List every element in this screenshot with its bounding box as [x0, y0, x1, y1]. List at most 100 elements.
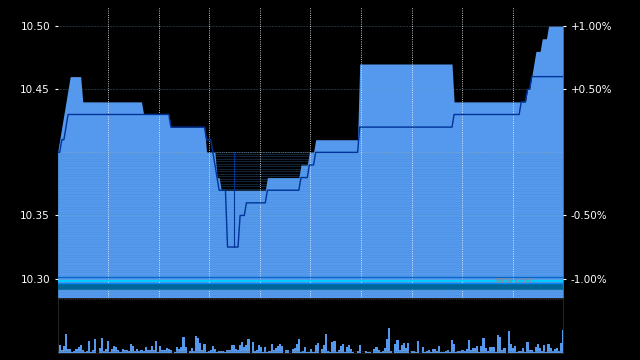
- Bar: [63, 346, 65, 353]
- Bar: [484, 348, 486, 353]
- Bar: [88, 341, 90, 353]
- Bar: [115, 347, 117, 353]
- Bar: [401, 346, 403, 353]
- Bar: [461, 350, 463, 353]
- Bar: [476, 346, 478, 353]
- Bar: [285, 350, 287, 353]
- Bar: [153, 350, 155, 353]
- Bar: [403, 343, 405, 353]
- Bar: [380, 352, 381, 353]
- Bar: [212, 346, 214, 353]
- Bar: [411, 351, 413, 353]
- Bar: [241, 342, 243, 353]
- Bar: [308, 351, 310, 353]
- Bar: [472, 347, 474, 353]
- Bar: [168, 349, 170, 353]
- Bar: [497, 335, 499, 353]
- Bar: [71, 352, 74, 353]
- Bar: [356, 351, 358, 353]
- Bar: [424, 352, 426, 353]
- Bar: [298, 339, 300, 353]
- Bar: [277, 346, 279, 353]
- Bar: [378, 350, 380, 353]
- Bar: [457, 351, 460, 353]
- Bar: [210, 350, 212, 353]
- Bar: [90, 352, 92, 353]
- Bar: [180, 347, 182, 353]
- Bar: [147, 351, 149, 353]
- Bar: [532, 352, 535, 353]
- Bar: [128, 351, 130, 353]
- Bar: [204, 344, 205, 353]
- Bar: [365, 351, 367, 353]
- Bar: [376, 347, 378, 353]
- Bar: [56, 352, 59, 353]
- Bar: [315, 345, 317, 353]
- Bar: [350, 349, 353, 353]
- Bar: [445, 351, 447, 353]
- Bar: [317, 343, 319, 353]
- Bar: [440, 352, 443, 353]
- Bar: [182, 337, 184, 353]
- Bar: [468, 340, 470, 353]
- Bar: [227, 350, 228, 353]
- Bar: [86, 351, 88, 353]
- Bar: [470, 350, 472, 353]
- Bar: [120, 352, 122, 353]
- Bar: [330, 352, 332, 353]
- Bar: [170, 350, 172, 353]
- Bar: [348, 345, 350, 353]
- Bar: [560, 343, 562, 353]
- Bar: [275, 348, 277, 353]
- Bar: [514, 346, 516, 353]
- Bar: [396, 340, 399, 353]
- Bar: [107, 341, 109, 353]
- Bar: [281, 346, 283, 353]
- Bar: [294, 348, 296, 353]
- Bar: [193, 351, 195, 353]
- Bar: [335, 352, 338, 353]
- Bar: [138, 351, 140, 353]
- Bar: [545, 352, 547, 353]
- Bar: [189, 351, 191, 353]
- Bar: [310, 348, 312, 353]
- Bar: [346, 347, 348, 353]
- Bar: [436, 351, 438, 353]
- Bar: [69, 349, 71, 353]
- Bar: [535, 347, 537, 353]
- Bar: [323, 345, 325, 353]
- Bar: [159, 346, 161, 353]
- Bar: [388, 328, 390, 353]
- Bar: [312, 352, 315, 353]
- Bar: [157, 352, 159, 353]
- Bar: [417, 341, 419, 353]
- Bar: [332, 342, 333, 353]
- Bar: [443, 352, 445, 353]
- Bar: [558, 351, 560, 353]
- Bar: [130, 344, 132, 353]
- Bar: [76, 349, 77, 353]
- Bar: [554, 349, 556, 353]
- Bar: [67, 349, 69, 353]
- Text: sina.com: sina.com: [495, 276, 536, 285]
- Bar: [463, 351, 466, 353]
- Bar: [531, 350, 532, 353]
- Bar: [342, 343, 344, 353]
- Bar: [302, 351, 304, 353]
- Bar: [145, 347, 147, 353]
- Bar: [230, 345, 233, 353]
- Bar: [197, 338, 199, 353]
- Bar: [268, 351, 271, 353]
- Bar: [556, 348, 558, 353]
- Bar: [239, 345, 241, 353]
- Bar: [271, 345, 273, 353]
- Bar: [143, 351, 145, 353]
- Bar: [562, 329, 564, 353]
- Bar: [399, 350, 401, 353]
- Bar: [306, 352, 308, 353]
- Bar: [287, 350, 289, 353]
- Bar: [516, 352, 518, 353]
- Bar: [304, 347, 306, 353]
- Bar: [136, 348, 138, 353]
- Bar: [109, 352, 111, 353]
